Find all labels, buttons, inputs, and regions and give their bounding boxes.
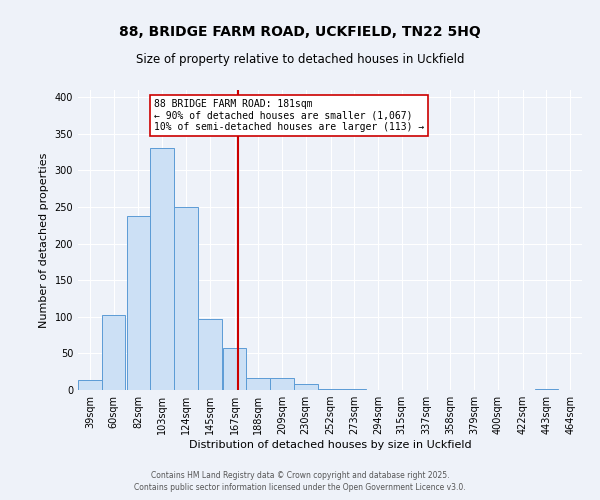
Bar <box>319 388 343 390</box>
Bar <box>127 216 151 390</box>
Text: Contains public sector information licensed under the Open Government Licence v3: Contains public sector information licen… <box>134 484 466 492</box>
Bar <box>78 380 102 390</box>
Bar <box>174 207 198 390</box>
Bar <box>102 316 125 390</box>
Text: Contains HM Land Registry data © Crown copyright and database right 2025.: Contains HM Land Registry data © Crown c… <box>151 471 449 480</box>
Bar <box>270 378 294 390</box>
Text: Size of property relative to detached houses in Uckfield: Size of property relative to detached ho… <box>136 52 464 66</box>
Bar <box>151 148 174 390</box>
Y-axis label: Number of detached properties: Number of detached properties <box>39 152 49 328</box>
Bar <box>247 378 270 390</box>
Text: 88, BRIDGE FARM ROAD, UCKFIELD, TN22 5HQ: 88, BRIDGE FARM ROAD, UCKFIELD, TN22 5HQ <box>119 25 481 39</box>
Bar <box>223 348 247 390</box>
Bar <box>198 319 221 390</box>
Bar <box>294 384 317 390</box>
Text: 88 BRIDGE FARM ROAD: 181sqm
← 90% of detached houses are smaller (1,067)
10% of : 88 BRIDGE FARM ROAD: 181sqm ← 90% of det… <box>154 99 424 132</box>
X-axis label: Distribution of detached houses by size in Uckfield: Distribution of detached houses by size … <box>188 440 472 450</box>
